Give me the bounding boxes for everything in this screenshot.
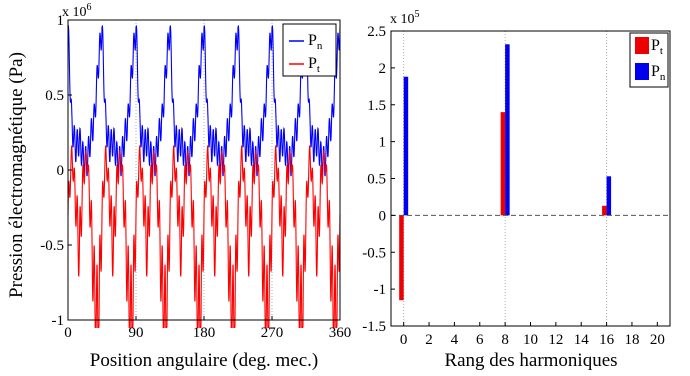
right-legend-label-pt: Pt [651,37,663,57]
right-x-tick-label: 6 [476,332,484,348]
right-y-tick-label: 0.5 [367,172,386,188]
left-x-axis-label: Position angulaire (deg. mec.) [90,350,318,371]
right-x-tick-label: 20 [650,332,665,348]
left-series-line-pt [67,145,341,329]
left-x-tick-label: 0 [64,325,72,341]
left-y-axis-label: Pression électromagnétique (Pa) [6,52,27,298]
left-series-line-pn [67,24,341,177]
right-legend-swatch-pn [635,63,649,80]
bar-pn-h16 [606,176,612,216]
right-x-axis-label: Rang des harmoniques [444,350,617,371]
left-multiplier: x 106 [62,2,92,20]
left-x-tick-label: 180 [193,325,216,341]
right-x-tick-label: 10 [523,332,538,348]
left-series-group [67,24,341,329]
right-x-tick-label: 14 [574,332,590,348]
right-y-ticks: 2.5 2 1.5 1 0.5 0 -0.5 -1 -1.5 [362,24,395,335]
right-x-tick-label: 8 [501,332,509,348]
right-y-tick-label: 2 [379,61,387,77]
right-multiplier: x 105 [390,9,420,27]
left-x-tick-label: 90 [129,325,144,341]
right-x-tick-label: 16 [599,332,615,348]
left-legend-label-pt: Pt [308,55,320,75]
left-legend-box [282,23,337,77]
right-x-tick-label: 18 [624,332,639,348]
left-y-tick-label: 1 [57,13,65,29]
left-x-tick-label: 270 [261,325,284,341]
right-x-tick-label: 4 [451,332,459,348]
right-y-tick-label: -0.5 [362,245,386,261]
left-chart: 1 0.5 0 -0.5 -1 0 90 180 270 360 x 106 Position … [6,2,351,371]
right-y-tick-label: 1 [379,135,387,151]
right-chart: 2.5 2 1.5 1 0.5 0 -0.5 -1 -1.5 0 2 4 6 8 10 12 14 16 18 20… [362,9,671,371]
bar-pt-h0 [399,215,404,301]
left-y-tick-label: 0.5 [45,88,64,104]
left-x-tick-label: 360 [329,325,352,341]
right-legend-label-pn: Pn [651,63,666,83]
right-y-tick-label: -1 [374,282,387,298]
right-x-tick-label: 12 [548,332,563,348]
left-y-tick-label: -1 [52,313,65,329]
bar-pt-h8 [500,112,506,216]
bar-pn-h0 [403,76,409,216]
left-legend-label-pn: Pn [308,32,323,52]
right-plot-area [391,31,670,326]
left-y-tick-label: -0.5 [40,238,64,254]
right-y-tick-label: 0 [379,208,387,224]
bar-pn-h8 [505,44,510,216]
right-y-tick-label: 2.5 [367,24,386,40]
right-x-ticks: 0 2 4 6 8 10 12 14 16 18 20 [400,322,665,348]
left-legend: Pn Pt [282,23,337,77]
right-bars-group [399,44,612,301]
right-x-tick-label: 0 [400,332,408,348]
right-legend-swatch-pt [635,37,649,54]
left-y-tick-label: 0 [57,163,65,179]
left-y-ticks: 1 0.5 0 -0.5 -1 [40,13,72,329]
right-y-tick-label: -1.5 [362,319,386,335]
left-x-ticks: 0 90 180 270 360 [64,316,351,341]
right-y-tick-label: 1.5 [367,98,386,114]
left-grid [135,20,273,320]
right-x-tick-label: 2 [425,332,433,348]
right-legend: Pt Pn [629,32,669,88]
bar-pt-h16 [602,205,607,216]
